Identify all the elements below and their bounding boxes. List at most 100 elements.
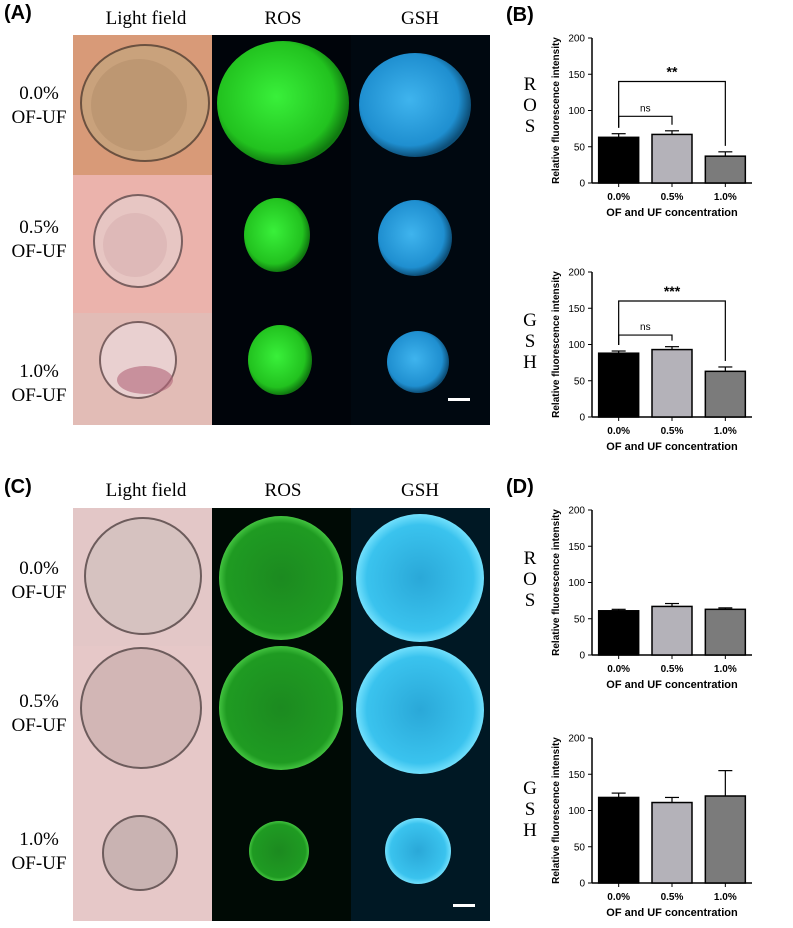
significance-bracket [618,80,726,146]
c-ros-2-cell [219,646,343,770]
panel-a-row-3-label: 1.0% OF-UF [11,361,67,406]
panel-c-row-3-label: 1.0% OF-UF [11,829,67,874]
panel-a-label: (A) [4,2,32,24]
y-tick-label: 150 [568,304,585,315]
y-tick-label: 0 [579,651,585,662]
bar [597,136,640,184]
y-tick-label: 50 [574,142,586,153]
y-axis-label: Relative fluorescence intensity [551,271,562,418]
bar [704,608,747,656]
bar [704,370,747,418]
significance-label: ** [667,64,678,80]
bar [704,155,747,184]
x-axis-label: OF and UF concentration [606,207,738,219]
panel-c-col-light: Light field [105,480,187,501]
x-tick-label: 0.0% [607,426,630,437]
panel-c-col-ros: ROS [264,480,302,501]
y-tick-label: 50 [574,614,586,625]
y-tick-label: 150 [568,70,585,81]
significance-label: *** [664,283,681,299]
c-gsh-2-cell [356,646,484,774]
bar [597,610,640,656]
c-lf-3-cell [102,815,178,891]
x-axis-label: OF and UF concentration [606,907,738,919]
y-axis-label: Relative fluorescence intensity [551,37,562,184]
bar [704,795,747,884]
a-gsh-3-cell [387,331,449,393]
bar [651,605,693,656]
significance-bracket [618,115,673,128]
x-tick-label: 1.0% [714,892,737,903]
panel-c-row-1-label: 0.0% OF-UF [11,558,67,603]
y-axis-label: Relative fluorescence intensity [551,737,562,884]
x-tick-label: 0.0% [607,664,630,675]
x-axis-label: OF and UF concentration [606,441,738,453]
y-tick-label: 100 [568,806,585,817]
y-tick-label: 200 [568,268,585,279]
panel-a-col-gsh: GSH [400,8,439,29]
y-tick-label: 200 [568,34,585,45]
panel-b-label: (B) [506,4,534,26]
panel-c-label: (C) [4,476,32,498]
bar [651,348,693,418]
x-tick-label: 1.0% [714,192,737,203]
a-ros-2-cell [244,198,310,272]
bar [651,801,693,884]
a-ros-1-cell [217,41,349,165]
significance-label: ns [640,322,651,333]
y-tick-label: 100 [568,106,585,117]
bar [597,796,640,884]
x-tick-label: 0.5% [661,892,684,903]
a-ros-3-cell [248,325,312,395]
chart-b-gsh: 0 50 100 150 200 Relative fluorescence intens… [551,268,752,453]
y-tick-label: 50 [574,376,586,387]
significance-bracket [618,300,726,361]
panel-a-col-light: Light field [105,8,187,29]
x-tick-label: 0.5% [661,192,684,203]
y-tick-label: 50 [574,842,586,853]
c-gsh-1-cell [356,514,484,642]
x-tick-label: 0.5% [661,664,684,675]
y-tick-label: 150 [568,770,585,781]
x-tick-label: 0.0% [607,192,630,203]
y-tick-label: 0 [579,179,585,190]
y-tick-label: 100 [568,578,585,589]
chart-b-ros: 0 50 100 150 200 Relative fluorescence intens… [551,34,752,219]
significance-label: ns [640,103,651,114]
a-scale-bar [448,398,470,401]
panel-c-row-2-label: 0.5% OF-UF [11,691,67,736]
c-ros-1-cell [219,516,343,640]
c-ros-3-cell [249,821,309,881]
x-tick-label: 1.0% [714,426,737,437]
x-axis-label: OF and UF concentration [606,679,738,691]
panel-a-row-1-label: 0.0% OF-UF [11,83,67,128]
chart-d-gsh: 0 50 100 150 200 Relative fluorescence intens… [551,734,752,919]
y-tick-label: 0 [579,879,585,890]
bar [597,352,640,418]
panel-c-col-gsh: GSH [400,480,439,501]
panel-c-micrograph-grid [73,508,490,921]
x-tick-label: 0.5% [661,426,684,437]
y-tick-label: 150 [568,542,585,553]
y-tick-label: 200 [568,734,585,745]
x-tick-label: 1.0% [714,664,737,675]
panel-a-col-ros: ROS [264,8,302,29]
panel-d-label: (D) [506,476,534,498]
significance-bracket [618,334,673,346]
y-tick-label: 200 [568,506,585,517]
c-lf-2-cell [80,647,202,769]
c-scale-bar [453,904,475,907]
y-tick-label: 0 [579,413,585,424]
a-gsh-2-cell [378,200,452,276]
c-gsh-3-cell [385,818,451,884]
y-axis-label: Relative fluorescence intensity [551,509,562,656]
chart-d-ros: 0 50 100 150 200 Relative fluorescence intens… [551,506,752,691]
c-lf-1-cell [84,517,202,635]
x-tick-label: 0.0% [607,892,630,903]
y-tick-label: 100 [568,340,585,351]
panel-a-micrograph-grid [73,35,490,425]
